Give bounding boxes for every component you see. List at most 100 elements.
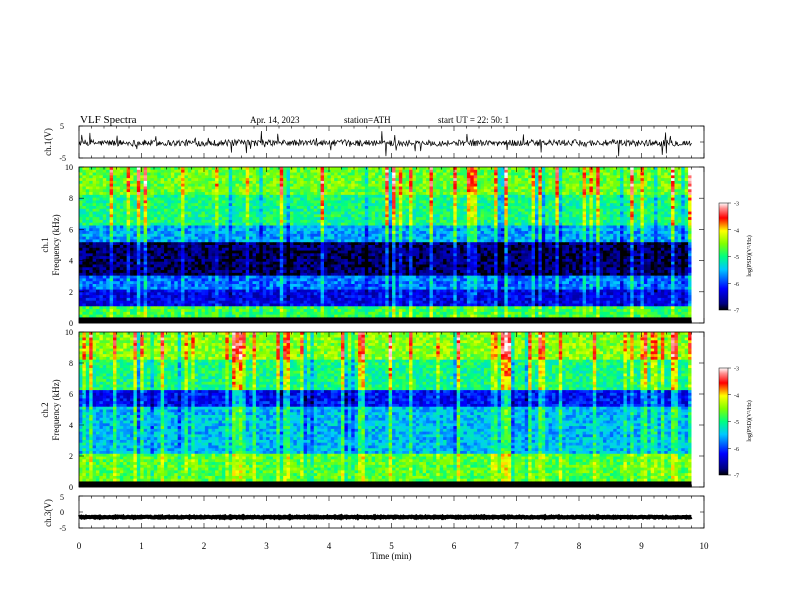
spectrogram-cell xyxy=(85,225,90,229)
spectrogram-cell xyxy=(361,236,366,240)
spectrogram-cell xyxy=(289,239,294,243)
spectrogram-cell xyxy=(616,180,621,185)
spectrogram-cell xyxy=(198,203,202,207)
spectrogram-cell xyxy=(293,236,298,240)
spectrogram-cell xyxy=(164,186,168,190)
spectrogram-cell xyxy=(300,211,304,215)
spectrogram-cell xyxy=(388,206,393,210)
spectrogram-cell xyxy=(160,208,165,212)
spectrogram-cell xyxy=(426,186,430,190)
spectrogram-cell xyxy=(657,178,662,182)
spectrogram-cell xyxy=(392,222,396,226)
spectrogram-cell xyxy=(677,225,682,229)
spectrogram-cell xyxy=(654,183,658,187)
spectrogram-cell xyxy=(344,208,349,212)
spectrogram-cell xyxy=(650,183,655,187)
spectrogram-cell xyxy=(334,175,339,179)
spectrogram-cell xyxy=(286,219,291,224)
spectrogram-cell xyxy=(460,183,464,187)
spectrogram-cell xyxy=(412,197,417,201)
spectrogram-cell xyxy=(405,222,410,226)
spectrogram-cell xyxy=(524,208,529,212)
spectrogram-cell xyxy=(337,203,342,207)
spectrogram-cell xyxy=(368,175,373,179)
spectrogram-cell xyxy=(688,214,692,218)
spectrogram-cell xyxy=(650,219,655,224)
spectrogram-cell xyxy=(453,189,458,193)
spectrogram-cell xyxy=(313,169,318,173)
spectrogram-cell xyxy=(647,222,652,226)
spectrogram-cell xyxy=(654,197,658,201)
spectrogram-cell xyxy=(572,214,577,218)
spectrogram-cell xyxy=(460,206,464,210)
spectrogram-cell xyxy=(579,203,584,207)
spectrogram-cell xyxy=(436,214,441,218)
spectrogram-cell xyxy=(344,167,349,171)
spectrogram-cell xyxy=(609,189,614,193)
spectrogram-cell xyxy=(327,175,332,179)
spectrogram-cell xyxy=(677,233,682,238)
spectrogram-cell xyxy=(381,172,386,176)
spectrogram-cell xyxy=(385,200,390,204)
spectrogram-cell xyxy=(517,217,522,221)
spectrogram-cell xyxy=(405,169,410,173)
spectrogram-cell xyxy=(242,169,247,173)
spectrogram-cell xyxy=(310,172,315,176)
spectrogram-cell xyxy=(443,208,447,212)
spectrogram-cell xyxy=(671,219,675,224)
spectrogram-cell xyxy=(259,178,264,182)
spectrogram-cell xyxy=(269,175,274,179)
spectrogram-cell xyxy=(524,217,529,221)
spectrogram-cell xyxy=(402,180,407,185)
spectrogram-cell xyxy=(140,183,145,187)
spectrogram-cell xyxy=(470,189,475,193)
spectrogram-cell xyxy=(347,228,352,232)
spectrogram-cell xyxy=(548,239,553,243)
spectrogram-cell xyxy=(320,175,325,179)
spectrogram-cell xyxy=(388,186,393,190)
spectrogram-cell xyxy=(654,219,658,224)
spectrogram-cell xyxy=(626,178,631,182)
spectrogram-cell xyxy=(225,239,230,243)
spectrogram-cell xyxy=(143,222,148,226)
spectrogram-cell xyxy=(232,183,236,187)
spectrogram-cell xyxy=(409,194,413,199)
spectrogram-cell xyxy=(119,233,124,238)
spectrogram-cell xyxy=(361,222,366,226)
spectrogram-cell xyxy=(96,169,100,173)
spectrogram-cell xyxy=(259,200,264,204)
spectrogram-cell xyxy=(317,194,321,199)
spectrogram-cell xyxy=(385,175,390,179)
spectrogram-cell xyxy=(490,203,495,207)
spectrogram-cell xyxy=(524,178,529,182)
spectrogram-cell xyxy=(392,172,396,176)
spectrogram-cell xyxy=(626,214,631,218)
spectrogram-cell xyxy=(300,208,304,212)
spectrogram-cell xyxy=(218,167,223,171)
spectrogram-cell xyxy=(116,236,121,240)
spectrogram-cell xyxy=(300,217,304,221)
spectrogram-cell xyxy=(538,222,543,226)
spectrogram-cell xyxy=(133,180,138,185)
spectrogram-cell xyxy=(164,228,168,232)
spectrogram-cell xyxy=(511,239,515,243)
spectrogram-cell xyxy=(630,236,635,240)
spectrogram-cell xyxy=(317,242,321,246)
spectrogram-cell xyxy=(545,217,549,221)
spectrogram-cell xyxy=(466,194,471,199)
spectrogram-cell xyxy=(293,189,298,193)
spectrogram-cell xyxy=(215,186,219,190)
spectrogram-cell xyxy=(415,236,420,240)
spectrogram-cell xyxy=(664,219,669,224)
spectrogram-cell xyxy=(242,200,247,204)
spectrogram-cell xyxy=(262,211,267,215)
spectrogram-cell xyxy=(565,186,570,190)
spectrogram-cell xyxy=(412,189,417,193)
spectrogram-cell xyxy=(402,208,407,212)
spectrogram-cell xyxy=(334,225,339,229)
spectrogram-cell xyxy=(572,172,577,176)
spectrogram-cell xyxy=(432,242,437,246)
spectrogram-cell xyxy=(674,231,679,235)
spectrogram-cell xyxy=(381,242,386,246)
spectrogram-cell xyxy=(572,189,577,193)
